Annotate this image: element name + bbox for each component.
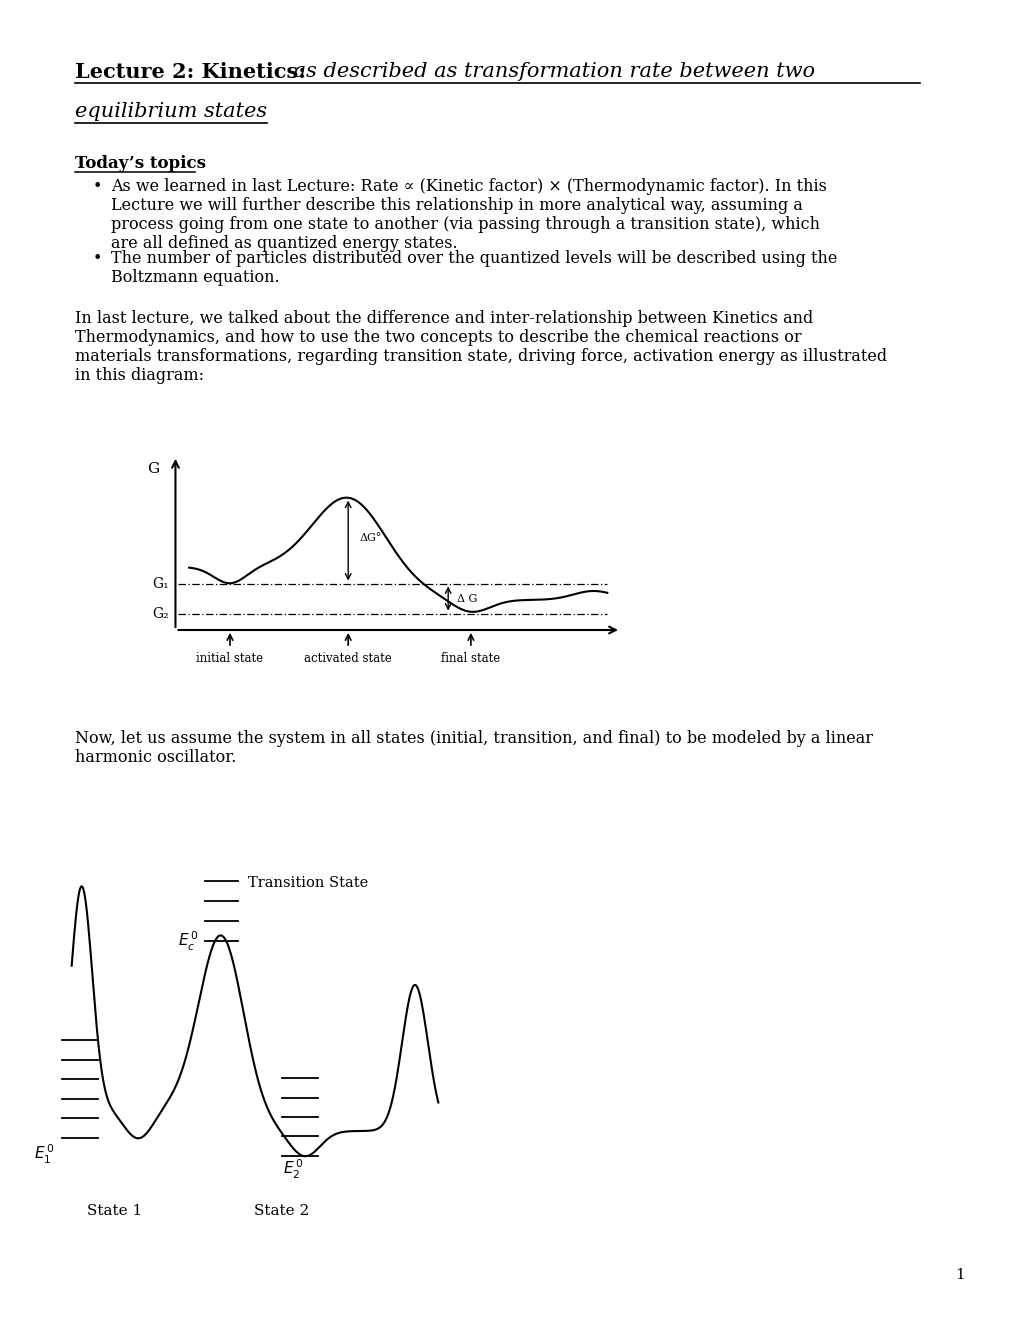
Text: State 1: State 1 bbox=[88, 1204, 143, 1218]
Text: Lecture we will further describe this relationship in more analytical way, assum: Lecture we will further describe this re… bbox=[111, 197, 802, 214]
Text: as described as transformation rate between two: as described as transformation rate betw… bbox=[286, 62, 821, 81]
Text: G₁: G₁ bbox=[152, 577, 168, 590]
Text: Lecture 2: Kinetics:: Lecture 2: Kinetics: bbox=[75, 62, 306, 82]
Text: initial state: initial state bbox=[197, 652, 263, 665]
Text: in this diagram:: in this diagram: bbox=[75, 367, 204, 384]
Text: •: • bbox=[93, 178, 102, 195]
Text: Now, let us assume the system in all states (initial, transition, and final) to : Now, let us assume the system in all sta… bbox=[75, 730, 872, 747]
Text: are all defined as quantized energy states.: are all defined as quantized energy stat… bbox=[111, 235, 458, 252]
Text: Boltzmann equation.: Boltzmann equation. bbox=[111, 269, 279, 286]
Text: $E_c^{\,0}$: $E_c^{\,0}$ bbox=[177, 929, 198, 953]
Text: $E_1^{\,0}$: $E_1^{\,0}$ bbox=[35, 1143, 55, 1167]
Text: ΔG°: ΔG° bbox=[359, 533, 381, 543]
Text: activated state: activated state bbox=[304, 652, 391, 665]
Text: G: G bbox=[147, 462, 159, 477]
Text: Today’s topics: Today’s topics bbox=[75, 154, 206, 172]
Text: harmonic oscillator.: harmonic oscillator. bbox=[75, 748, 236, 766]
Text: Transition State: Transition State bbox=[248, 876, 368, 890]
Text: •: • bbox=[93, 249, 102, 267]
Text: G₂: G₂ bbox=[152, 606, 168, 620]
Text: materials transformations, regarding transition state, driving force, activation: materials transformations, regarding tra… bbox=[75, 348, 887, 366]
Text: As we learned in last Lecture: Rate ∝ (Kinetic factor) × (Thermodynamic factor).: As we learned in last Lecture: Rate ∝ (K… bbox=[111, 178, 826, 195]
Text: Δ G: Δ G bbox=[457, 594, 477, 603]
Text: $E_2^{\,0}$: $E_2^{\,0}$ bbox=[283, 1158, 304, 1181]
Text: State 2: State 2 bbox=[254, 1204, 309, 1218]
Text: final state: final state bbox=[441, 652, 500, 665]
Text: process going from one state to another (via passing through a transition state): process going from one state to another … bbox=[111, 216, 819, 234]
Text: 1: 1 bbox=[954, 1269, 964, 1282]
Text: The number of particles distributed over the quantized levels will be described : The number of particles distributed over… bbox=[111, 249, 837, 267]
Text: equilibrium states: equilibrium states bbox=[75, 102, 267, 121]
Text: In last lecture, we talked about the difference and inter-relationship between K: In last lecture, we talked about the dif… bbox=[75, 310, 812, 327]
Text: Thermodynamics, and how to use the two concepts to describe the chemical reactio: Thermodynamics, and how to use the two c… bbox=[75, 329, 801, 346]
